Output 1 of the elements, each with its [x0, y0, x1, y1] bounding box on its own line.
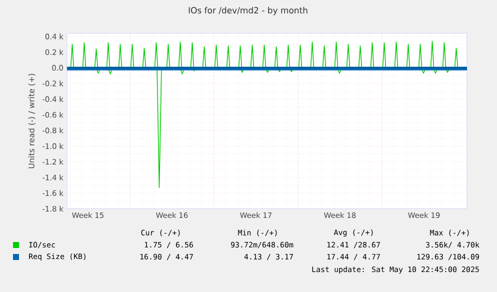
- chart-title: IOs for /dev/md2 - by month: [188, 6, 308, 16]
